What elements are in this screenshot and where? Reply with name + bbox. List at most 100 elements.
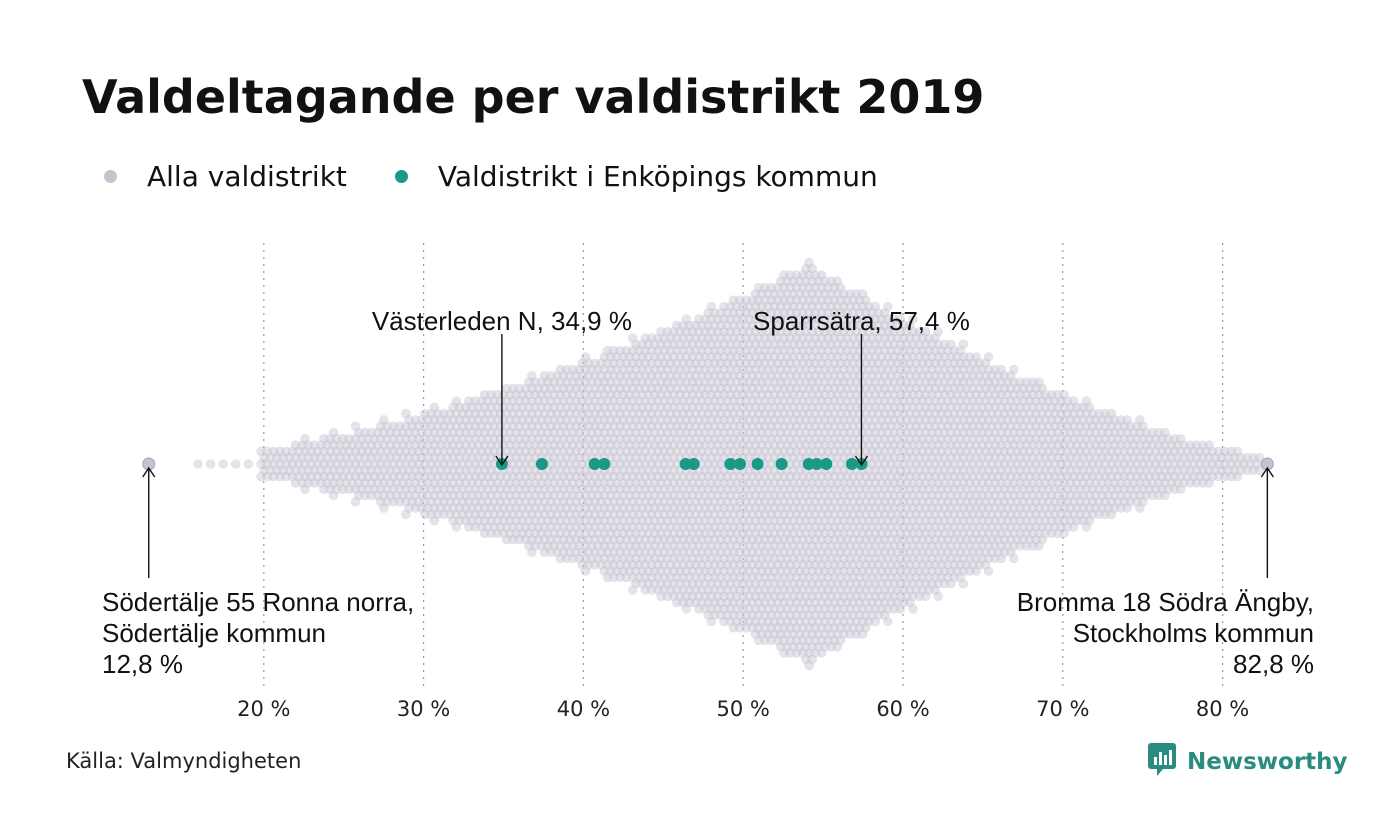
swarm-point <box>520 522 531 532</box>
swarm-point <box>530 490 540 501</box>
swarm-point <box>561 465 572 476</box>
swarm-point <box>486 389 496 400</box>
swarm-point <box>545 522 556 532</box>
swarm-point <box>489 484 499 495</box>
swarm-point <box>520 421 531 432</box>
swarm-point <box>552 522 562 532</box>
swarm-point <box>555 528 566 539</box>
swarm-point <box>457 509 468 520</box>
swarm-point <box>432 459 443 469</box>
swarm-point <box>300 471 310 482</box>
swarm-point <box>397 452 408 463</box>
swarm-point <box>404 478 414 488</box>
swarm-point <box>316 465 326 476</box>
swarm-point <box>334 465 345 476</box>
swarm-point <box>527 509 537 520</box>
swarm-point <box>426 446 436 457</box>
swarm-point <box>470 509 481 520</box>
swarm-point <box>300 433 310 444</box>
swarm-point <box>495 471 506 482</box>
enkoping-point <box>687 458 700 470</box>
swarm-point <box>580 415 591 425</box>
swarm-point <box>520 534 531 545</box>
swarm-point <box>369 446 380 457</box>
swarm-point <box>549 503 559 513</box>
swarm-point <box>401 408 411 419</box>
swarm-point <box>372 440 383 450</box>
swarm-point <box>568 364 578 375</box>
swarm-point <box>353 440 364 450</box>
swarm-point <box>489 522 499 532</box>
swarm-point <box>429 452 440 463</box>
swarm-point <box>549 402 559 413</box>
swarm-point <box>508 421 518 432</box>
swarm-point <box>350 421 361 432</box>
swarm-point <box>467 440 477 450</box>
swarm-point <box>558 522 569 532</box>
swarm-point <box>577 433 588 444</box>
swarm-point <box>523 389 534 400</box>
swarm-point <box>479 402 490 413</box>
swarm-point <box>539 408 550 419</box>
swarm-point <box>426 484 436 495</box>
swarm-point <box>495 408 506 419</box>
swarm-point <box>489 433 499 444</box>
swarm-point <box>517 415 528 425</box>
swarm-point <box>451 396 462 406</box>
swarm-point <box>470 408 481 419</box>
swarm-point <box>505 389 515 400</box>
legend-label-all: Alla valdistrikt <box>147 160 347 193</box>
swarm-point <box>580 503 591 513</box>
swarm-point <box>527 496 537 507</box>
swarm-point <box>375 446 386 457</box>
swarm-point <box>558 408 569 419</box>
swarm-point <box>464 459 474 469</box>
swarm-point <box>293 459 304 469</box>
swarm-point <box>558 421 569 432</box>
swarm-point <box>391 427 402 438</box>
swarm-point <box>423 503 433 513</box>
legend-dot-all <box>104 170 117 183</box>
swarm-point <box>404 427 414 438</box>
swarm-point <box>379 415 389 425</box>
swarm-point <box>555 440 566 450</box>
swarm-point <box>558 383 569 394</box>
swarm-point <box>457 421 468 432</box>
swarm-point <box>467 402 477 413</box>
annotation-label: Västerleden N, 34,9 % <box>372 306 632 336</box>
brand[interactable]: Newsworthy <box>1147 742 1348 782</box>
swarm-point <box>275 459 285 469</box>
swarm-point <box>574 402 585 413</box>
swarm-point <box>460 415 471 425</box>
swarm-point <box>394 446 405 457</box>
swarm-point <box>517 389 528 400</box>
swarm-point <box>401 459 411 469</box>
swarm-point <box>325 433 336 444</box>
swarm-point <box>287 446 298 457</box>
swarm-point <box>344 446 355 457</box>
swarm-point <box>290 440 301 450</box>
swarm-point <box>568 389 578 400</box>
swarm-point <box>804 660 814 671</box>
swarm-point <box>356 433 367 444</box>
swarm-point <box>498 528 509 539</box>
swarm-point <box>527 534 537 545</box>
swarm-point <box>882 616 893 627</box>
swarm-point <box>505 440 515 450</box>
swarm-point <box>281 459 292 469</box>
swarm-point <box>344 471 355 482</box>
swarm-point <box>366 490 377 501</box>
swarm-point <box>574 389 585 400</box>
swarm-point <box>451 421 462 432</box>
swarm-point <box>300 484 310 495</box>
swarm-point <box>530 541 540 551</box>
swarm-point <box>539 370 550 381</box>
swarm-point <box>517 490 528 501</box>
swarm-point <box>464 408 474 419</box>
swarm-point <box>445 496 455 507</box>
swarm-point <box>419 496 430 507</box>
swarm-point <box>533 522 544 532</box>
swarm-point <box>561 528 572 539</box>
swarm-point <box>397 465 408 476</box>
swarm-point <box>552 433 562 444</box>
